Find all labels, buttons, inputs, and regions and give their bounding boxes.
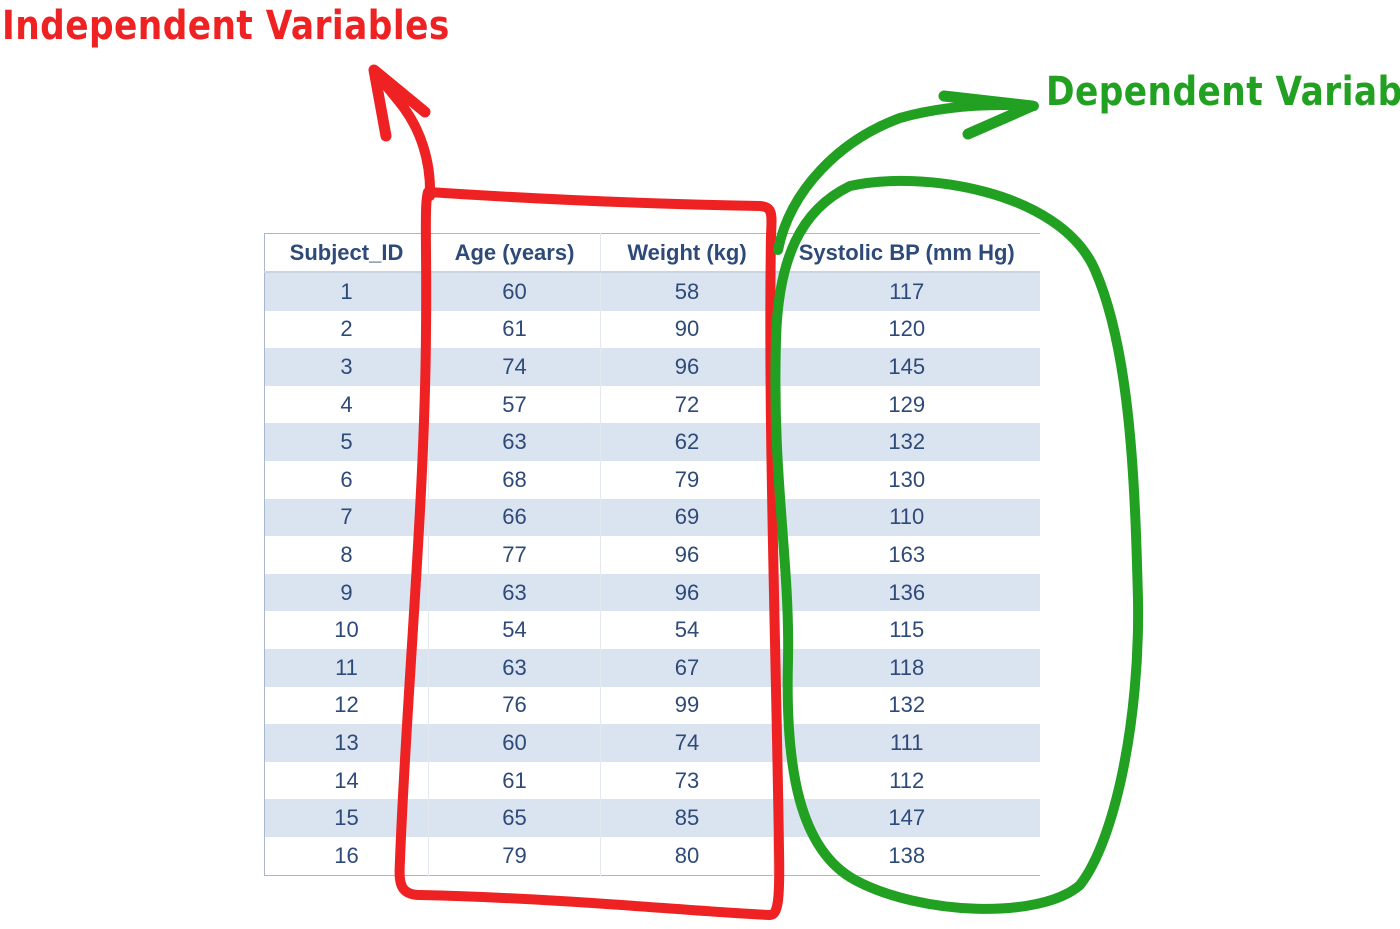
cell-weight: 90 — [600, 310, 774, 349]
cell-weight: 69 — [600, 498, 774, 537]
cell-weight: 96 — [600, 536, 774, 574]
cell-systolic-bp: 132 — [773, 686, 1040, 725]
cell-systolic-bp: 117 — [773, 272, 1040, 311]
table-row: 13 60 74 111 — [264, 724, 1040, 762]
cell-subject-id: 12 — [264, 686, 429, 725]
cell-systolic-bp: 115 — [773, 611, 1040, 649]
header-age: Age (years) — [428, 233, 601, 273]
cell-age: 74 — [428, 348, 601, 386]
cell-systolic-bp: 110 — [773, 498, 1040, 537]
cell-weight: 67 — [600, 648, 774, 687]
cell-age: 60 — [428, 724, 601, 762]
cell-age: 63 — [428, 573, 601, 612]
cell-weight: 80 — [600, 836, 774, 875]
independent-arrow-head — [368, 64, 431, 142]
cell-systolic-bp: 111 — [773, 724, 1040, 762]
cell-subject-id: 16 — [264, 836, 429, 875]
cell-subject-id: 5 — [264, 423, 429, 461]
cell-systolic-bp: 112 — [773, 761, 1040, 800]
table-row: 1 60 58 117 — [264, 272, 1040, 311]
cell-systolic-bp: 120 — [773, 310, 1040, 349]
cell-weight: 58 — [600, 272, 774, 311]
table-row: 7 66 69 110 — [264, 498, 1040, 537]
cell-subject-id: 13 — [264, 724, 429, 762]
table-row: 5 63 62 132 — [264, 423, 1040, 461]
cell-subject-id: 2 — [264, 310, 429, 349]
independent-arrow-shaft — [380, 79, 436, 201]
cell-age: 76 — [428, 686, 601, 725]
cell-age: 54 — [428, 611, 601, 649]
table-header-row: Subject_ID Age (years) Weight (kg) Systo… — [264, 233, 1040, 273]
table-body: 1 60 58 117 2 61 90 120 3 74 96 145 4 57 72 129 5 63 62 132… — [264, 272, 1040, 875]
cell-subject-id: 9 — [264, 573, 429, 612]
cell-weight: 96 — [600, 348, 774, 386]
cell-age: 57 — [428, 385, 601, 424]
cell-age: 61 — [428, 310, 601, 349]
cell-subject-id: 11 — [264, 648, 429, 687]
cell-subject-id: 3 — [264, 348, 429, 386]
cell-age: 77 — [428, 536, 601, 574]
cell-systolic-bp: 129 — [773, 385, 1040, 424]
cell-subject-id: 8 — [264, 536, 429, 574]
table-row: 6 68 79 130 — [264, 460, 1040, 499]
table-row: 12 76 99 132 — [264, 686, 1040, 725]
cell-age: 68 — [428, 460, 601, 499]
cell-systolic-bp: 130 — [773, 460, 1040, 499]
table-row: 3 74 96 145 — [264, 348, 1040, 386]
table-row: 11 63 67 118 — [264, 648, 1040, 687]
cell-weight: 79 — [600, 460, 774, 499]
dependent-arrow-shaft — [773, 100, 1039, 255]
cell-systolic-bp: 138 — [773, 836, 1040, 875]
cell-subject-id: 14 — [264, 761, 429, 800]
cell-weight: 72 — [600, 385, 774, 424]
dependent-variable-label: Dependent Variable — [1046, 69, 1400, 115]
dependent-arrow-head — [938, 90, 1038, 140]
cell-weight: 73 — [600, 761, 774, 800]
cell-systolic-bp: 163 — [773, 536, 1040, 574]
cell-weight: 74 — [600, 724, 774, 762]
cell-subject-id: 15 — [264, 799, 429, 837]
header-weight: Weight (kg) — [600, 233, 774, 273]
cell-systolic-bp: 132 — [773, 423, 1040, 461]
independent-variables-label: Independent Variables — [2, 3, 450, 49]
cell-subject-id: 4 — [264, 385, 429, 424]
cell-weight: 62 — [600, 423, 774, 461]
cell-weight: 96 — [600, 573, 774, 612]
cell-age: 65 — [428, 799, 601, 837]
cell-age: 63 — [428, 423, 601, 461]
header-systolic-bp: Systolic BP (mm Hg) — [773, 233, 1040, 273]
cell-age: 61 — [428, 761, 601, 800]
cell-subject-id: 6 — [264, 460, 429, 499]
cell-subject-id: 7 — [264, 498, 429, 537]
cell-age: 79 — [428, 836, 601, 875]
cell-systolic-bp: 147 — [773, 799, 1040, 837]
table-row: 15 65 85 147 — [264, 799, 1040, 837]
table-row: 2 61 90 120 — [264, 310, 1040, 349]
table-row: 16 79 80 138 — [264, 836, 1040, 875]
header-subject-id: Subject_ID — [264, 233, 429, 273]
cell-systolic-bp: 136 — [773, 573, 1040, 612]
cell-systolic-bp: 118 — [773, 648, 1040, 687]
cell-systolic-bp: 145 — [773, 348, 1040, 386]
cell-age: 63 — [428, 648, 601, 687]
cell-subject-id: 10 — [264, 611, 429, 649]
cell-weight: 85 — [600, 799, 774, 837]
table-row: 14 61 73 112 — [264, 761, 1040, 800]
cell-age: 66 — [428, 498, 601, 537]
table-row: 10 54 54 115 — [264, 611, 1040, 649]
cell-weight: 99 — [600, 686, 774, 725]
table-row: 4 57 72 129 — [264, 385, 1040, 424]
table-row: 9 63 96 136 — [264, 573, 1040, 612]
table-row: 8 77 96 163 — [264, 536, 1040, 574]
cell-subject-id: 1 — [264, 272, 429, 311]
cell-age: 60 — [428, 272, 601, 311]
data-table: Subject_ID Age (years) Weight (kg) Systo… — [264, 233, 1040, 876]
cell-weight: 54 — [600, 611, 774, 649]
